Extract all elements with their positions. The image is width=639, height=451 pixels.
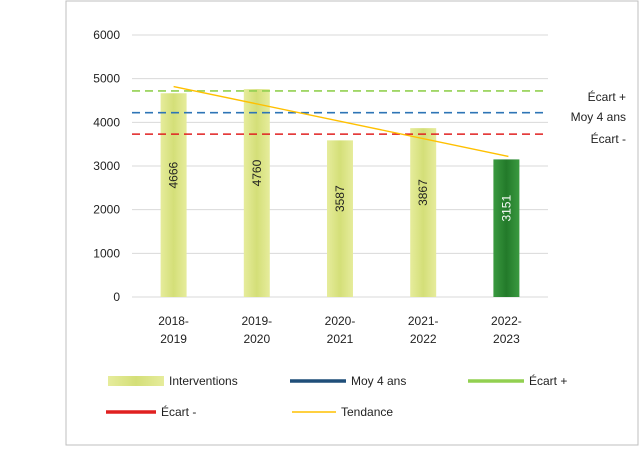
- x-tick-label: 2022: [410, 332, 437, 346]
- reference-line-label: Écart -: [591, 131, 626, 146]
- trend-line-path: [173, 85, 509, 158]
- y-tick-label: 1000: [93, 246, 120, 260]
- y-tick-label: 2000: [93, 203, 120, 217]
- gridlines: [132, 34, 548, 298]
- reference-line-label: Moy 4 ans: [571, 110, 626, 124]
- x-tick-label: 2020: [243, 332, 270, 346]
- bar: [160, 93, 187, 297]
- x-tick-label: 2021: [327, 332, 354, 346]
- reference-line-labels: Écart + Moy 4 ans Écart -: [571, 89, 626, 146]
- legend-label: Moy 4 ans: [351, 374, 406, 388]
- legend-label: Écart -: [161, 404, 196, 419]
- bar: [243, 89, 270, 297]
- y-axis-ticks: 0 1000 2000 3000 4000 5000 6000: [93, 28, 120, 304]
- x-tick-label: 2021-: [408, 314, 439, 328]
- bar-value-label: 4760: [250, 159, 264, 186]
- y-tick-label: 6000: [93, 28, 120, 42]
- legend-label: Écart +: [529, 373, 567, 388]
- reference-lines: [132, 90, 548, 135]
- x-tick-label: 2018-: [158, 314, 189, 328]
- legend-label: Tendance: [341, 405, 393, 419]
- y-tick-label: 0: [113, 290, 120, 304]
- bar-value-label: 4666: [167, 161, 181, 188]
- bars: [160, 89, 520, 297]
- y-tick-label: 3000: [93, 159, 120, 173]
- x-tick-label: 2019-: [241, 314, 272, 328]
- bar-value-label: 3867: [416, 179, 430, 206]
- y-tick-label: 5000: [93, 72, 120, 86]
- legend: Interventions Moy 4 ans Écart + Écart - Tend…: [106, 373, 567, 419]
- bar: [410, 128, 437, 297]
- trend-line: [173, 85, 509, 158]
- bar: [327, 140, 353, 297]
- x-axis-ticks: 2018- 2019 2019- 2020 2020- 2021 2021- 2022 2022…: [158, 314, 522, 346]
- x-tick-label: 2019: [160, 332, 187, 346]
- bar: [493, 159, 520, 297]
- legend-label: Interventions: [169, 374, 238, 388]
- x-tick-label: 2020-: [325, 314, 356, 328]
- x-tick-label: 2022-: [491, 314, 522, 328]
- legend-swatch: [108, 376, 164, 386]
- bar-value-label: 3587: [333, 185, 347, 212]
- bar-value-labels: 4666 4760 3587 3867 3151: [167, 159, 514, 221]
- x-tick-label: 2023: [493, 332, 520, 346]
- reference-line-label: Écart +: [588, 89, 626, 104]
- y-tick-label: 4000: [93, 115, 120, 129]
- bar-value-label: 3151: [499, 195, 513, 222]
